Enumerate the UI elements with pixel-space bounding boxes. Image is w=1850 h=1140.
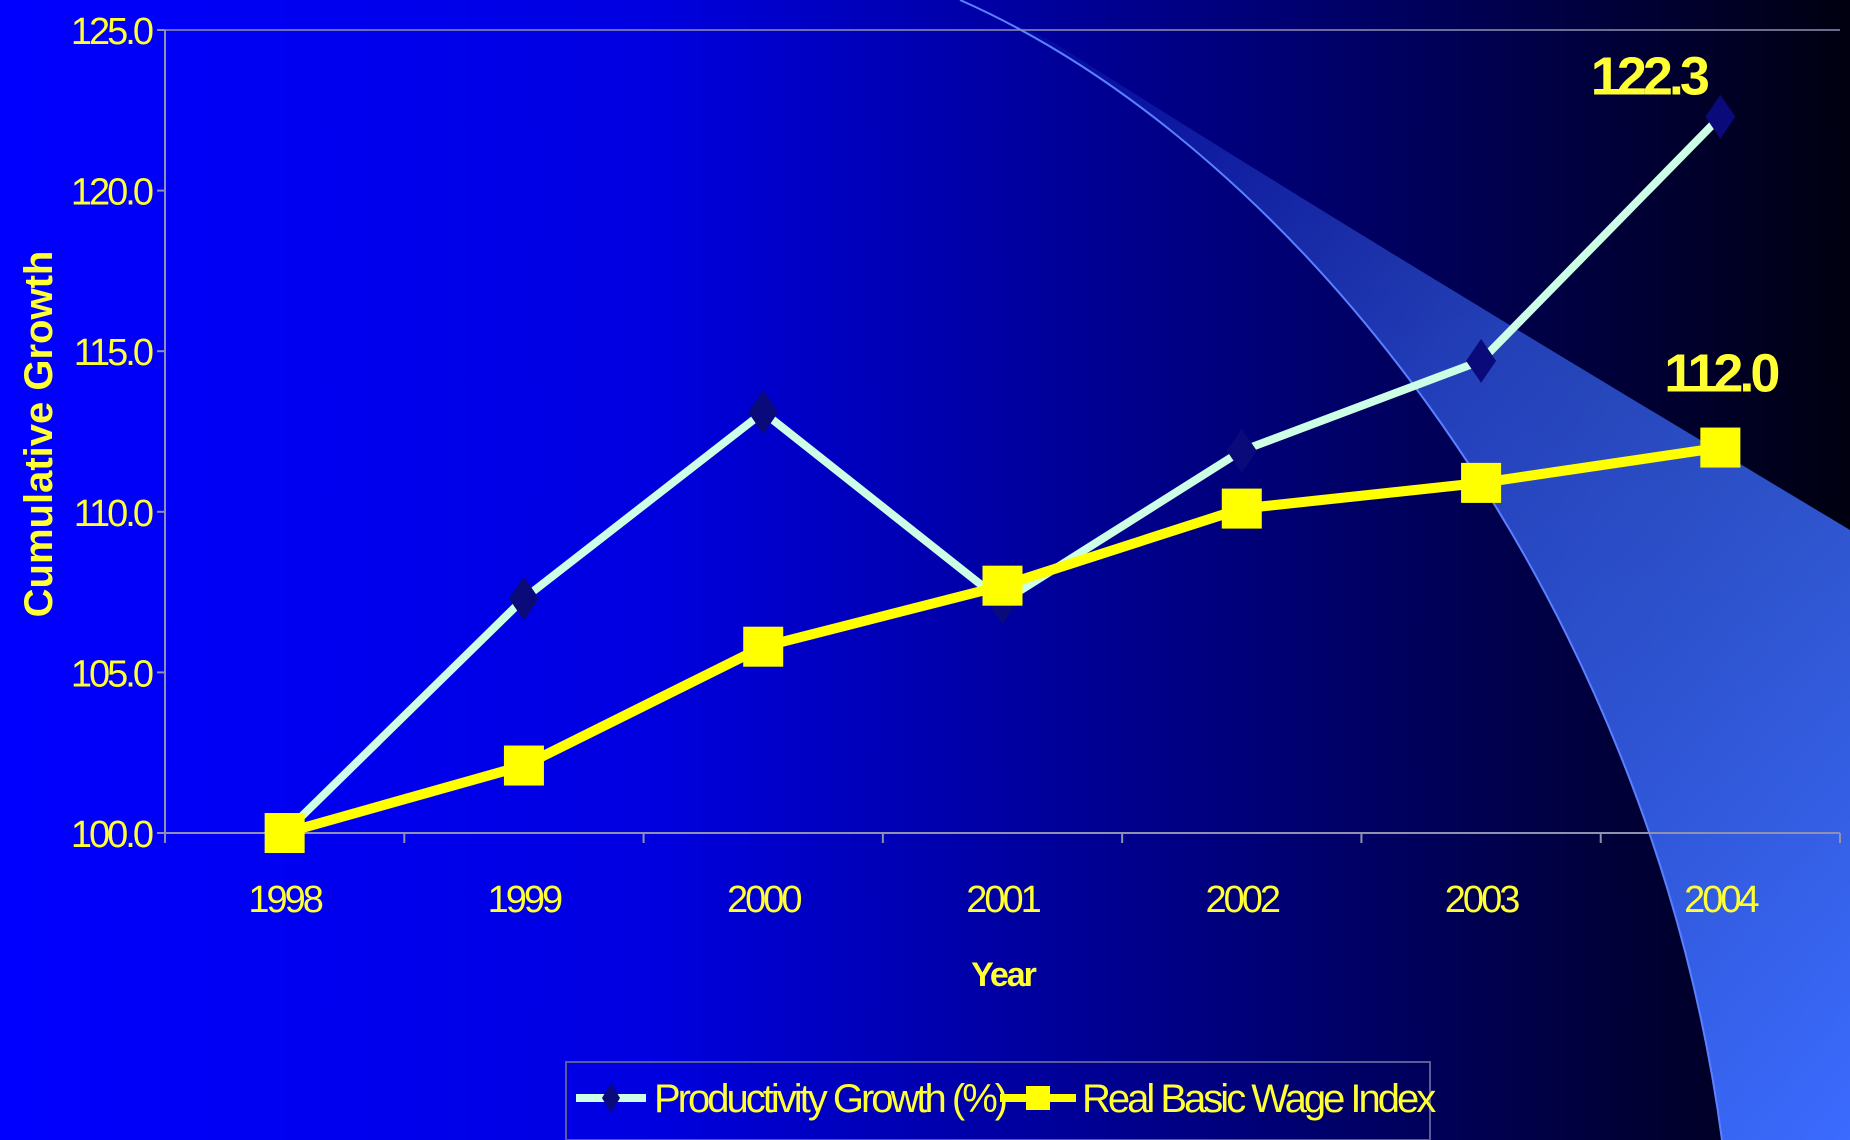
point-wage	[1461, 463, 1501, 503]
legend-wage-label: Real Basic Wage Index	[1082, 1077, 1436, 1121]
y-tick-label: 105.0	[71, 653, 153, 695]
x-tick-label: 2000	[727, 879, 801, 921]
y-axis-title: Cumulative Growth	[17, 251, 61, 618]
y-tick-label: 120.0	[71, 172, 153, 214]
y-tick-label: 115.0	[74, 332, 153, 374]
data-label: 122.3	[1591, 47, 1709, 107]
data-label: 112.0	[1664, 344, 1778, 404]
y-tick-label: 100.0	[71, 814, 153, 856]
legend-productivity-label: Productivity Growth (%)	[654, 1077, 1006, 1121]
y-tick-label: 110.0	[74, 493, 153, 535]
point-wage	[1222, 489, 1262, 529]
x-tick-label: 1998	[248, 879, 322, 921]
x-tick-label: 1999	[488, 879, 562, 921]
point-wage	[1700, 428, 1740, 468]
y-tick-label: 125.0	[71, 11, 153, 53]
point-wage	[983, 566, 1023, 606]
legend-wage-square-icon	[1026, 1086, 1050, 1110]
x-tick-label: 2002	[1206, 879, 1280, 921]
x-tick-label: 2003	[1445, 879, 1519, 921]
point-wage	[265, 813, 305, 853]
x-tick-label: 2004	[1684, 879, 1759, 921]
x-tick-label: 2001	[966, 879, 1040, 921]
x-axis-title: Year	[971, 956, 1037, 994]
point-wage	[504, 746, 544, 786]
point-wage	[743, 627, 783, 667]
